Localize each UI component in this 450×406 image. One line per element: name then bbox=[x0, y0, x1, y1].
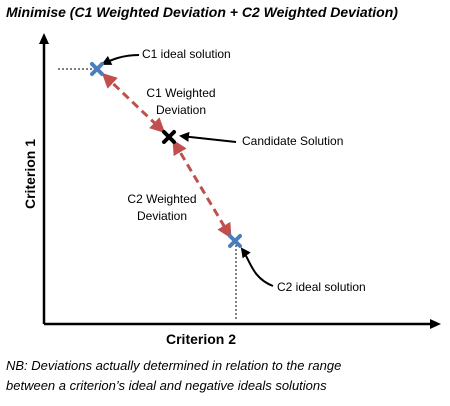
c2-deviation-label-line2: Deviation bbox=[136, 209, 188, 223]
c1-ideal-pointer bbox=[101, 54, 140, 65]
c1-deviation-label: C1 Weighted Deviation bbox=[135, 85, 227, 119]
y-axis-arrowhead bbox=[39, 33, 49, 44]
candidate-pointer bbox=[179, 131, 237, 143]
x-axis-arrowhead bbox=[430, 319, 441, 329]
footnote-line1: NB: Deviations actually determined in re… bbox=[6, 358, 342, 373]
c2-ideal-marker bbox=[228, 234, 242, 248]
footnote-line2: between a criterion’s ideal and negative… bbox=[6, 378, 327, 393]
c2-ideal-pointer bbox=[240, 247, 274, 287]
x-axis-label: Criterion 2 bbox=[166, 331, 237, 347]
c2-deviation-label-line1: C2 Weighted bbox=[127, 192, 197, 206]
c1-deviation-arrow bbox=[101, 72, 166, 134]
c2-ideal-label: C2 ideal solution bbox=[277, 280, 366, 294]
c1-deviation-label-line1: C1 Weighted bbox=[146, 86, 216, 100]
c1-ideal-label: C1 ideal solution bbox=[142, 47, 231, 61]
c1-ideal-marker bbox=[90, 62, 104, 76]
y-axis-label: Criterion 1 bbox=[22, 138, 38, 210]
axes bbox=[39, 33, 441, 329]
c2-deviation-arrow bbox=[172, 139, 232, 239]
c1-deviation-label-line2: Deviation bbox=[155, 103, 207, 117]
candidate-marker bbox=[162, 130, 176, 144]
c2-deviation-label: C2 Weighted Deviation bbox=[116, 191, 208, 225]
diagram-title: Minimise (C1 Weighted Deviation + C2 Wei… bbox=[6, 4, 398, 20]
candidate-label: Candidate Solution bbox=[242, 134, 344, 148]
footnote: NB: Deviations actually determined in re… bbox=[6, 356, 341, 396]
